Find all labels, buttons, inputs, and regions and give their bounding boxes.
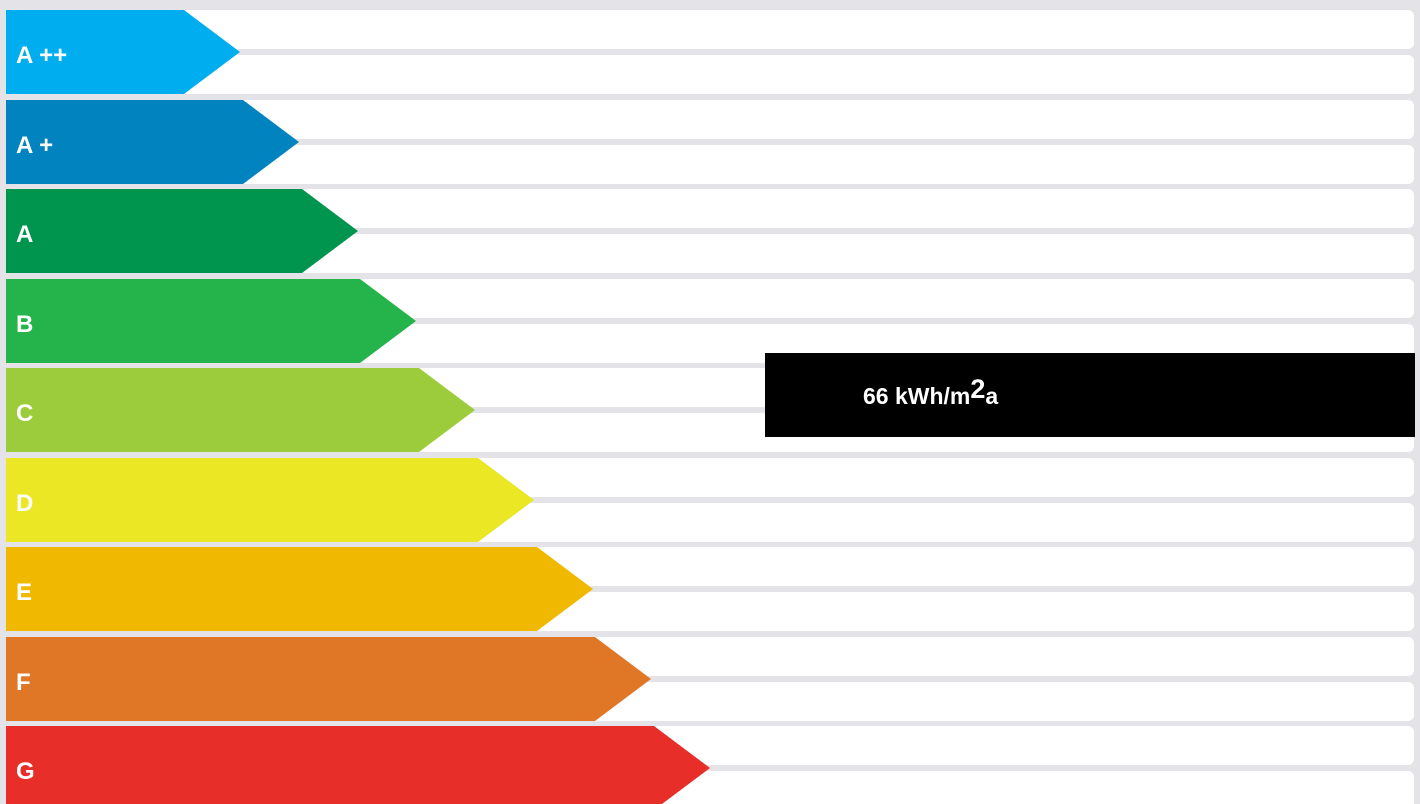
class-label: A ++ (16, 42, 68, 69)
consumption-value-box: 66 kWh/m2a (765, 353, 1415, 437)
consumption-unit-suffix: a (985, 382, 999, 409)
class-label: A (16, 221, 34, 248)
class-arrow-shape (6, 279, 416, 363)
class-arrow-shape (6, 458, 534, 542)
class-arrow-shape (6, 637, 651, 721)
class-arrow (6, 279, 416, 363)
consumption-unit-prefix: kWh/m (888, 382, 971, 409)
class-label: A + (16, 132, 54, 159)
class-label: C (16, 400, 34, 427)
background-strip (6, 10, 1414, 49)
consumption-value-text: 66 kWh/m2a (863, 374, 999, 411)
class-label: B (16, 311, 34, 338)
class-arrow (6, 547, 593, 631)
class-arrow-shape (6, 10, 240, 94)
class-label: F (16, 669, 31, 696)
consumption-value: 66 (863, 382, 889, 409)
class-label: G (16, 758, 35, 785)
class-arrow (6, 189, 358, 273)
class-arrow (6, 368, 475, 452)
class-arrow-shape (6, 726, 710, 804)
class-arrow-shape (6, 368, 475, 452)
class-arrow-shape (6, 547, 593, 631)
class-arrow (6, 100, 299, 184)
class-arrow-shape (6, 100, 299, 184)
background-strip (6, 55, 1414, 94)
class-arrow-shape (6, 189, 358, 273)
class-label: D (16, 490, 34, 517)
consumption-unit-exponent: 2 (970, 373, 986, 404)
class-label: E (16, 579, 33, 606)
class-arrow (6, 726, 710, 804)
class-arrow (6, 10, 240, 94)
class-arrow (6, 637, 651, 721)
class-arrow (6, 458, 534, 542)
